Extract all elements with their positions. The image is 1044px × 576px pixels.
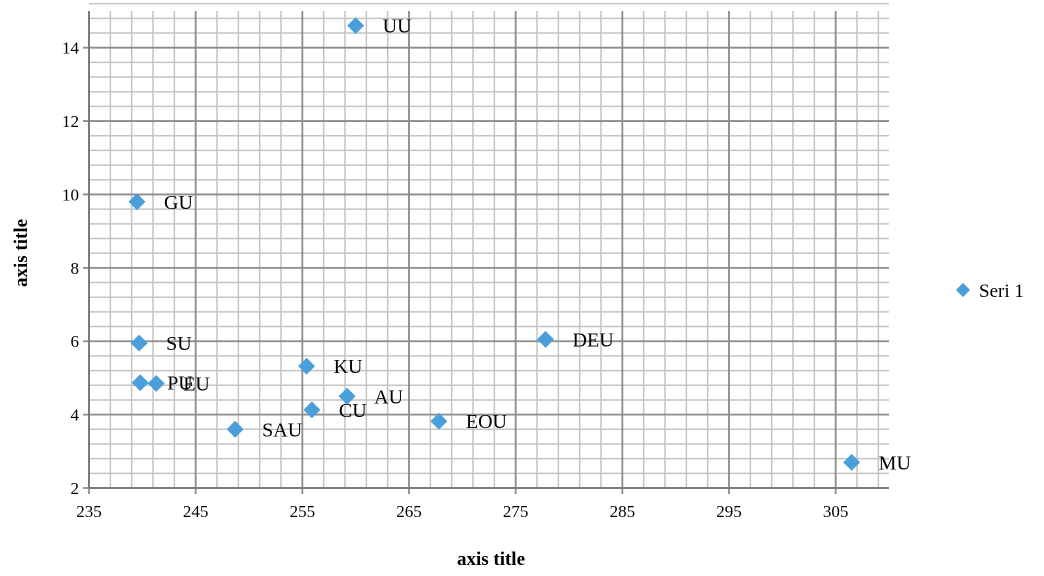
data-point-cu (303, 401, 321, 419)
y-tick-label: 12 (62, 112, 79, 131)
data-points (128, 17, 861, 471)
data-point-gu (128, 193, 146, 211)
data-point-au (338, 387, 356, 405)
data-label-eu: EU (183, 373, 210, 395)
x-tick-label: 285 (610, 502, 636, 521)
y-tick-label: 8 (71, 259, 80, 278)
x-tick-label: 255 (290, 502, 316, 521)
data-label-deu: DEU (573, 329, 615, 351)
data-label-sau: SAU (262, 419, 303, 441)
legend-label: Seri 1 (979, 281, 1024, 302)
x-tick-label: 275 (503, 502, 529, 521)
data-label-eou: EOU (466, 411, 508, 433)
data-label-uu: UU (383, 16, 412, 38)
data-point-deu (537, 330, 555, 348)
data-label-su: SU (166, 333, 192, 355)
data-point-pu (131, 374, 149, 392)
data-point-eou (430, 412, 448, 430)
x-tick-label: 245 (183, 502, 209, 521)
data-label-ku: KU (334, 356, 363, 378)
y-tick-labels: 2 4 6 8 10 12 14 (62, 39, 80, 498)
x-tick-labels: 235 245 255 265 275 285 295 305 (76, 502, 848, 521)
data-point-ku (298, 357, 316, 375)
x-tick-label: 295 (716, 502, 742, 521)
y-tick-label: 2 (71, 479, 80, 498)
x-tick-label: 235 (76, 502, 102, 521)
data-label-pu: PU (167, 373, 193, 395)
data-point-uu (347, 17, 365, 35)
x-tick-label: 305 (823, 502, 849, 521)
data-point-sau (226, 420, 244, 438)
data-point-eu (147, 374, 165, 392)
y-tick-label: 6 (71, 332, 80, 351)
y-tick-label: 10 (62, 185, 79, 204)
data-label-cu: CU (339, 400, 367, 422)
data-label-au: AU (374, 386, 403, 408)
legend-marker (955, 282, 971, 298)
data-label-gu: GU (164, 192, 193, 214)
legend: Seri 1 (955, 281, 1024, 302)
data-label-mu: MU (879, 452, 912, 474)
data-point-su (130, 334, 148, 352)
y-tick-label: 4 (71, 406, 80, 425)
y-axis-title: axis title (11, 219, 32, 287)
data-point-mu (843, 453, 861, 471)
x-tick-label: 265 (396, 502, 422, 521)
y-tick-label: 14 (62, 39, 80, 58)
axes (88, 11, 889, 489)
x-axis-title: axis title (457, 549, 525, 570)
